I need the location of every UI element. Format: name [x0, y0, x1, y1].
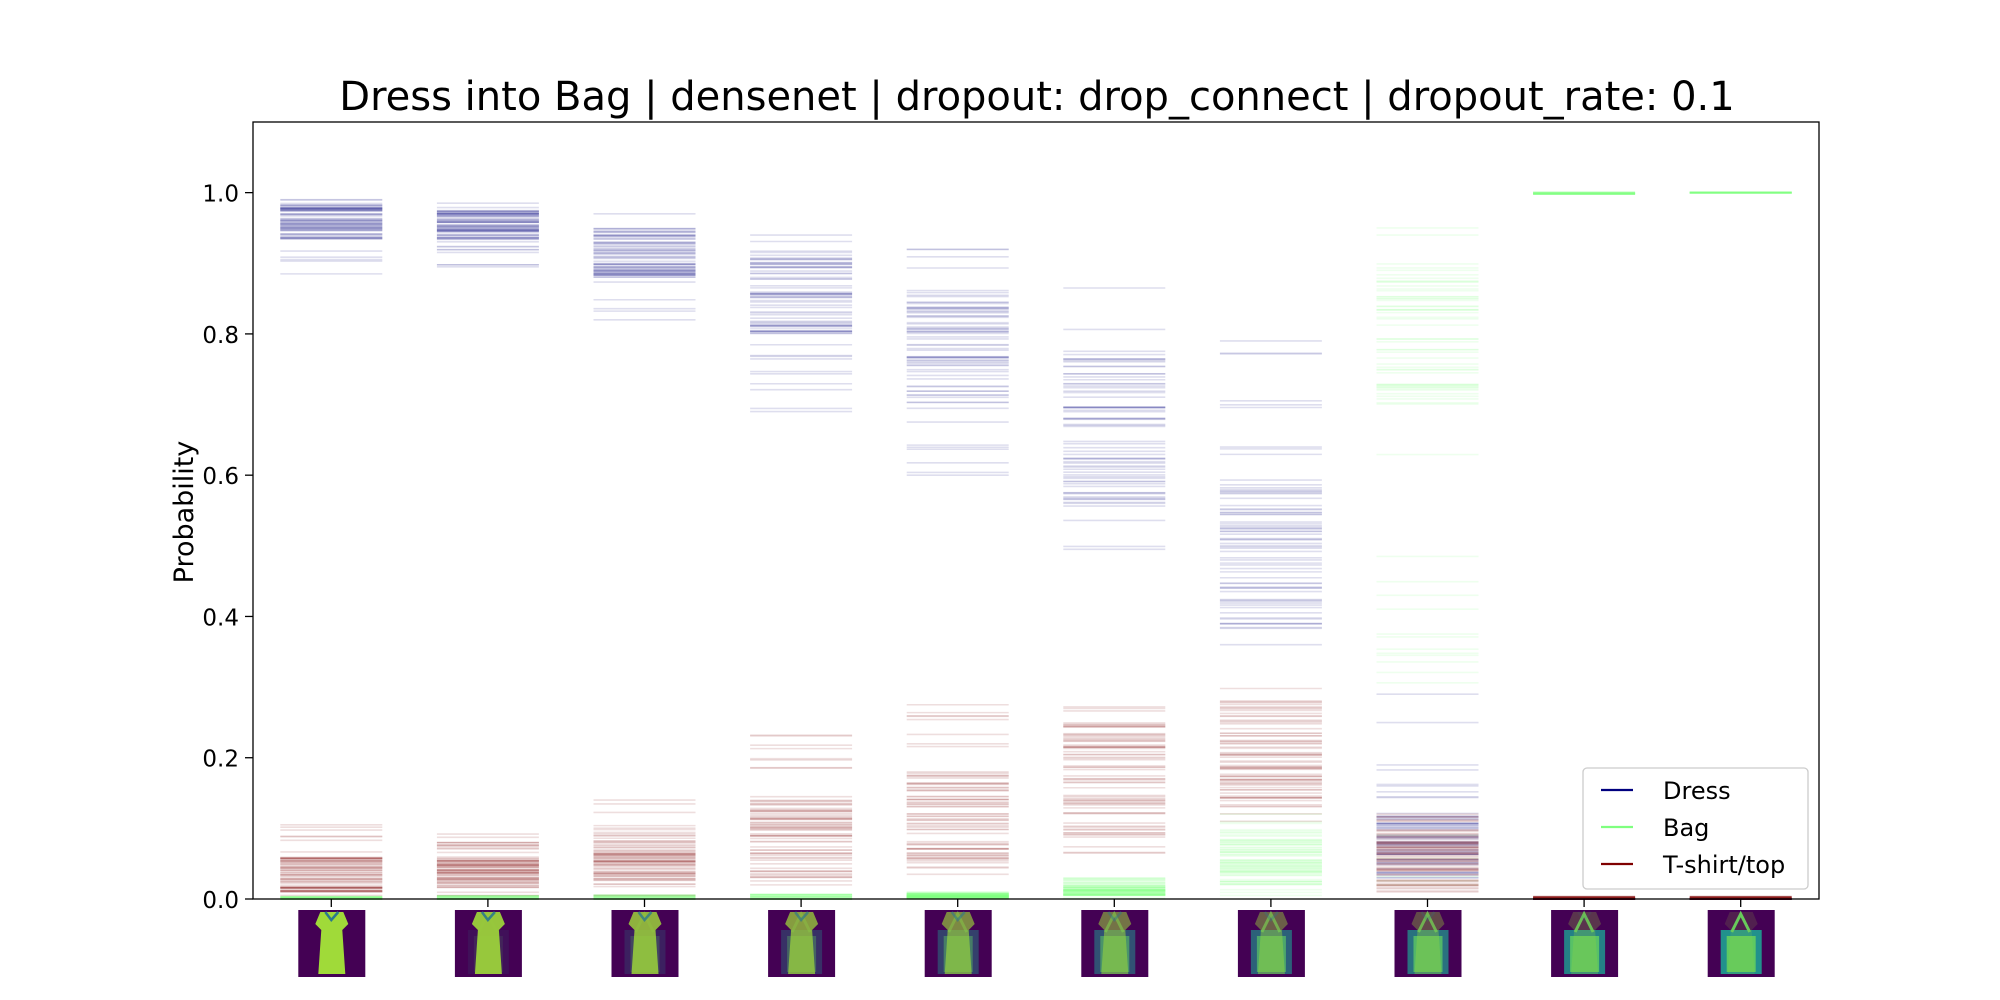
thumbnail-strip — [298, 910, 1775, 977]
thumbnail-image — [1707, 910, 1775, 977]
y-tick-label: 0.0 — [202, 888, 239, 914]
legend: Dress Bag T-shirt/top — [1582, 767, 1809, 890]
y-axis: 0.0 0.2 0.4 0.6 0.8 1.0 — [202, 182, 253, 914]
y-tick-label: 0.6 — [202, 464, 239, 490]
y-tick-label: 0.2 — [202, 747, 239, 773]
thumbnail-image — [1081, 910, 1149, 977]
thumbnail-image — [1551, 910, 1619, 977]
thumbnail-image — [1237, 910, 1305, 977]
thumbnail-image — [454, 910, 522, 977]
legend-box — [1582, 767, 1809, 890]
thumbnail-image — [924, 910, 992, 977]
y-tick-label: 0.4 — [202, 605, 239, 631]
thumbnail-image — [298, 910, 366, 977]
plot-marks — [280, 191, 1792, 900]
thumbnail-image — [611, 910, 679, 977]
thumbnail-image — [768, 910, 836, 977]
legend-label: T-shirt/top — [1662, 851, 1785, 879]
plot-frame — [252, 121, 1820, 900]
y-tick-label: 1.0 — [202, 182, 239, 208]
y-axis-label: Probability — [169, 441, 200, 584]
x-ticks — [330, 899, 1742, 907]
legend-label: Bag — [1663, 814, 1709, 842]
legend-label: Dress — [1663, 777, 1731, 805]
thumbnail-image — [1394, 910, 1462, 977]
y-tick-label: 0.8 — [202, 323, 239, 349]
chart-title: Dress into Bag | densenet | dropout: dro… — [339, 74, 1734, 120]
